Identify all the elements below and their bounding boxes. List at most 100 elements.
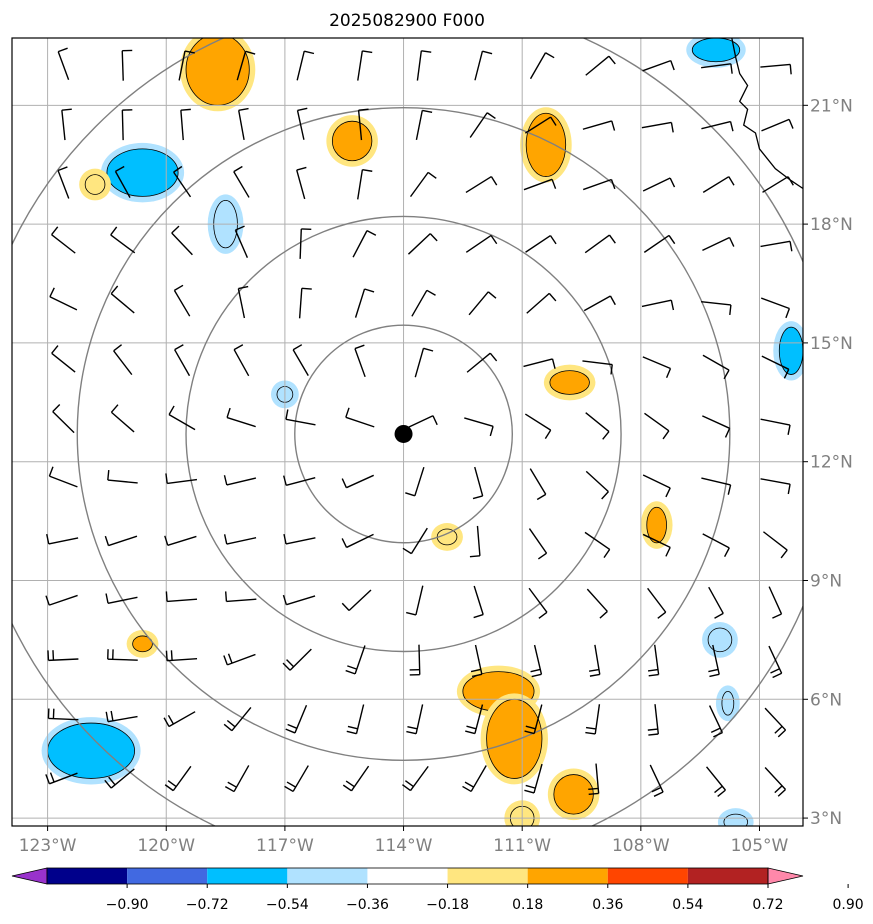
wind-barb xyxy=(107,470,138,484)
wind-barb xyxy=(178,50,195,81)
wind-barb xyxy=(760,478,791,495)
wind-barb xyxy=(642,356,672,379)
wind-barb xyxy=(641,121,674,133)
wind-barb xyxy=(409,644,421,676)
wind-barb xyxy=(405,415,438,430)
wind-barb xyxy=(402,765,429,792)
wind-barb xyxy=(761,118,794,132)
colorbar-level-label: −0.36 xyxy=(346,897,389,913)
x-tick-label: 117°W xyxy=(256,836,314,856)
wind-barb xyxy=(762,531,788,559)
wind-barb xyxy=(708,644,720,678)
wind-barb xyxy=(173,284,191,317)
wind-barb xyxy=(121,109,133,141)
wind-barb xyxy=(51,345,76,373)
wind-barb xyxy=(223,475,257,486)
wind-barb xyxy=(298,287,312,319)
colorbar-level-label: −0.72 xyxy=(186,897,229,913)
wind-barb xyxy=(469,525,481,558)
colorbar-segment xyxy=(47,868,128,884)
colorbar-segment xyxy=(287,868,368,884)
wind-barb xyxy=(407,233,438,255)
wind-barb xyxy=(647,644,660,677)
wind-barb xyxy=(588,763,600,795)
wind-barb xyxy=(528,587,548,619)
colorbar-level-label: −0.18 xyxy=(426,897,469,913)
wind-barb xyxy=(165,473,198,485)
wind-barb xyxy=(582,178,616,191)
wind-barb xyxy=(524,413,552,439)
x-tick-label: 111°W xyxy=(493,836,551,856)
colorbar-segment xyxy=(687,868,768,884)
wind-barb xyxy=(45,772,78,785)
wind-barb xyxy=(586,588,608,619)
wind-barb xyxy=(585,55,616,76)
wind-barb xyxy=(406,585,424,616)
wind-barb xyxy=(168,405,196,431)
wind-barb xyxy=(105,593,138,604)
x-tick-label: 114°W xyxy=(375,836,433,856)
wind-barb xyxy=(472,466,484,500)
wind-barb xyxy=(584,531,611,559)
contour-fill-20 xyxy=(723,813,749,826)
wind-barb xyxy=(416,50,432,81)
wind-barb xyxy=(285,704,308,734)
wind-barb xyxy=(223,707,252,732)
wind-barb xyxy=(46,533,79,545)
wind-barb xyxy=(705,766,726,797)
wind-barb xyxy=(582,120,616,131)
x-axis-ticks: 123°W 120°W 117°W 114°W 111°W 108°W 105°W xyxy=(19,826,789,856)
wind-barb xyxy=(523,178,557,191)
wind-barb xyxy=(164,535,197,546)
plot-area xyxy=(12,38,803,826)
wind-barb xyxy=(702,533,730,558)
wind-barb xyxy=(296,166,307,200)
wind-barb xyxy=(641,299,675,311)
colorbar: −0.90 −0.72 −0.54 −0.36 −0.18 0.18 0.36 0.54 0.7… xyxy=(11,867,864,913)
wind-barb xyxy=(585,704,601,735)
wind-barb xyxy=(113,344,133,376)
wind-barb xyxy=(357,50,373,81)
wind-barb xyxy=(284,765,309,793)
wind-barb xyxy=(292,344,309,377)
wind-barb xyxy=(768,586,783,619)
wind-barb xyxy=(346,704,365,735)
wind-barb xyxy=(236,50,256,81)
wind-barb xyxy=(233,165,250,198)
wind-barb xyxy=(49,287,78,311)
contour-fill-17 xyxy=(553,774,594,815)
storm-center-marker xyxy=(394,424,413,443)
wind-barb xyxy=(465,175,498,194)
contour-fill-12 xyxy=(132,635,153,653)
colorbar-segment xyxy=(207,868,288,884)
wind-barb xyxy=(764,707,787,738)
wind-barb xyxy=(584,234,616,254)
colorbar-extend-high xyxy=(767,867,804,885)
coastline xyxy=(731,38,803,190)
contour-fill-3 xyxy=(84,174,106,195)
wind-barb xyxy=(45,594,78,606)
wind-barb xyxy=(110,404,135,433)
wind-barb xyxy=(702,176,735,193)
wind-barb xyxy=(299,228,312,259)
y-tick-label: 6°N xyxy=(810,690,842,710)
wind-barb xyxy=(165,591,198,603)
contour-fill-5 xyxy=(525,112,567,177)
wind-barb xyxy=(760,240,793,252)
wind-barb xyxy=(701,477,732,495)
wind-barb xyxy=(708,705,724,738)
contour-fill-1 xyxy=(331,120,373,162)
wind-barb xyxy=(642,474,671,498)
wind-barb xyxy=(465,704,484,735)
wind-barb xyxy=(760,63,792,75)
wind-barb xyxy=(466,352,498,373)
wind-barb xyxy=(173,165,192,198)
wind-barb xyxy=(644,412,670,440)
colorbar-level-label: 0.54 xyxy=(672,897,703,913)
colorbar-level-label: 0.90 xyxy=(833,897,864,913)
wind-barb xyxy=(465,234,498,253)
wind-barb xyxy=(762,176,794,193)
wind-barb xyxy=(282,475,316,486)
contour-fill-8 xyxy=(549,370,590,395)
